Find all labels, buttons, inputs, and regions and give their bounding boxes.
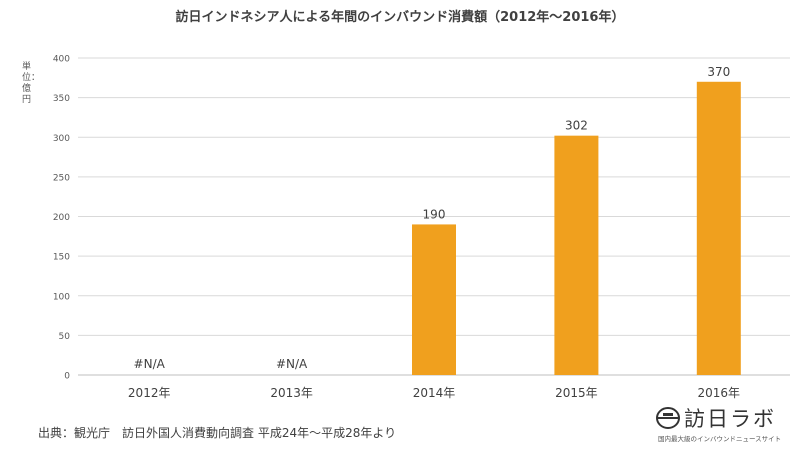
y-tick-label: 200 [53, 213, 70, 223]
x-tick-label: 2016年 [698, 386, 741, 400]
x-tick-label: 2013年 [270, 386, 313, 400]
logo-tagline: 国内最大級のインバウンドニュースサイト [658, 435, 782, 443]
y-tick-label: 250 [53, 173, 70, 183]
data-label: 370 [707, 65, 730, 79]
source-note: 出典：観光庁 訪日外国人消費動向調査 平成24年～平成28年より [38, 426, 397, 440]
y-tick-label: 300 [53, 134, 70, 144]
data-label: 302 [565, 119, 588, 133]
logo-name: 訪日ラボ [684, 407, 776, 431]
y-tick-label: 50 [59, 332, 71, 342]
bar [412, 224, 456, 375]
bar [554, 135, 599, 375]
x-tick-label: 2012年 [128, 386, 171, 400]
y-tick-label: 0 [64, 372, 70, 382]
data-label: #N/A [134, 357, 166, 371]
x-tick-label: 2015年 [555, 386, 598, 400]
y-tick-label: 400 [53, 55, 70, 65]
brand-logo: 訪日ラボ 国内最大級のインバウンドニュースサイト [650, 403, 800, 448]
chart-title: 訪日インドネシア人による年間のインバウンド消費額（2012年～2016年） [175, 10, 625, 25]
data-label: 190 [423, 207, 446, 221]
x-tick-label: 2014年 [413, 386, 456, 400]
bar [696, 81, 741, 376]
y-axis-unit-label: 単位：億円 [22, 62, 41, 105]
y-tick-label: 350 [53, 94, 70, 104]
logo-icon [656, 407, 680, 429]
y-tick-label: 100 [53, 292, 70, 302]
y-tick-label: 150 [53, 253, 70, 263]
data-label: #N/A [276, 357, 308, 371]
